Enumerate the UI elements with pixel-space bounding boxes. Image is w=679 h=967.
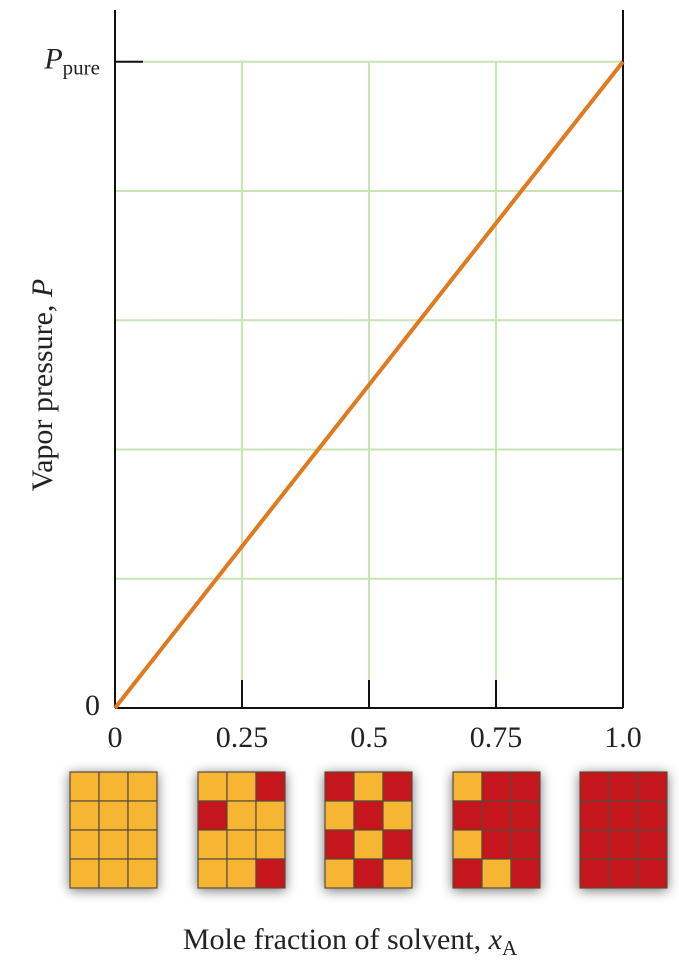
molecule-cell xyxy=(70,801,99,830)
x-axis-label: Mole fraction of solvent, xA xyxy=(183,923,518,960)
molecule-cell xyxy=(227,859,256,888)
molecule-cell xyxy=(128,801,157,830)
molecule-cell xyxy=(70,859,99,888)
molecule-cell xyxy=(638,772,667,801)
x-axis-label-var: x xyxy=(488,923,503,956)
molecule-cell xyxy=(256,801,285,830)
molecule-cell xyxy=(638,801,667,830)
y-tick-label: 0 xyxy=(85,689,100,722)
molecule-cell xyxy=(70,772,99,801)
y-axis-label-var: P xyxy=(26,279,59,298)
molecule-cell xyxy=(609,772,638,801)
molecule-cell xyxy=(198,859,227,888)
molecule-cell xyxy=(325,772,354,801)
molecule-cell xyxy=(580,859,609,888)
y-tick-label-var: P xyxy=(43,43,62,76)
x-tick-label: 0.25 xyxy=(216,721,269,754)
molecule-cell xyxy=(453,772,482,801)
molecule-cell xyxy=(198,772,227,801)
molecule-cell xyxy=(198,830,227,859)
molecule-cell xyxy=(638,859,667,888)
mixture-sample xyxy=(70,772,157,888)
molecule-cell xyxy=(453,859,482,888)
x-tick-label: 0.75 xyxy=(470,721,523,754)
mixture-sample xyxy=(580,772,667,888)
molecule-cell xyxy=(256,772,285,801)
molecule-cell xyxy=(383,830,412,859)
x-tick-label: 0.5 xyxy=(350,721,388,754)
mixture-sample xyxy=(325,772,412,888)
molecule-cell xyxy=(383,859,412,888)
molecule-cell xyxy=(325,830,354,859)
chart: Vapor pressure, P Mole fraction of solve… xyxy=(0,0,679,967)
x-tick-label: 0 xyxy=(108,721,123,754)
molecule-cell xyxy=(325,859,354,888)
molecule-cell xyxy=(70,830,99,859)
y-tick-label-sub: pure xyxy=(63,56,100,80)
molecule-cell xyxy=(128,859,157,888)
molecule-cell xyxy=(256,859,285,888)
x-axis-label-sub: A xyxy=(502,936,518,960)
molecule-cell xyxy=(482,772,511,801)
molecule-cell xyxy=(383,801,412,830)
molecule-cell xyxy=(609,801,638,830)
molecule-cell xyxy=(511,830,540,859)
molecule-cell xyxy=(227,801,256,830)
molecule-cell xyxy=(453,801,482,830)
molecule-cell xyxy=(482,801,511,830)
molecule-cell xyxy=(511,772,540,801)
molecule-cell xyxy=(128,830,157,859)
molecule-cell xyxy=(354,830,383,859)
molecule-cell xyxy=(453,830,482,859)
molecule-cell xyxy=(99,801,128,830)
molecule-cell xyxy=(638,830,667,859)
molecule-cell xyxy=(354,859,383,888)
molecule-cell xyxy=(482,859,511,888)
molecule-cell xyxy=(609,830,638,859)
x-tick-label: 1.0 xyxy=(604,721,642,754)
molecule-cell xyxy=(511,859,540,888)
molecule-cell xyxy=(99,772,128,801)
molecule-cell xyxy=(383,772,412,801)
molecule-cell xyxy=(256,830,285,859)
molecule-cell xyxy=(128,772,157,801)
molecule-cell xyxy=(580,772,609,801)
molecule-cell xyxy=(354,772,383,801)
molecule-cell xyxy=(99,830,128,859)
molecule-cell xyxy=(580,801,609,830)
molecule-cell xyxy=(325,801,354,830)
y-tick-label: Ppure xyxy=(43,43,100,80)
molecule-cell xyxy=(609,859,638,888)
molecule-cell xyxy=(99,859,128,888)
molecule-cell xyxy=(227,830,256,859)
x-axis-label-text: Mole fraction of solvent, xyxy=(183,923,489,956)
molecule-cell xyxy=(511,801,540,830)
molecule-cell xyxy=(482,830,511,859)
mixture-sample xyxy=(198,772,285,888)
mixture-sample xyxy=(453,772,540,888)
molecule-cell xyxy=(227,772,256,801)
molecule-cell xyxy=(580,830,609,859)
y-axis-label: Vapor pressure, P xyxy=(26,279,59,491)
y-axis-label-text: Vapor pressure, xyxy=(26,297,59,491)
molecule-cell xyxy=(198,801,227,830)
molecule-cell xyxy=(354,801,383,830)
